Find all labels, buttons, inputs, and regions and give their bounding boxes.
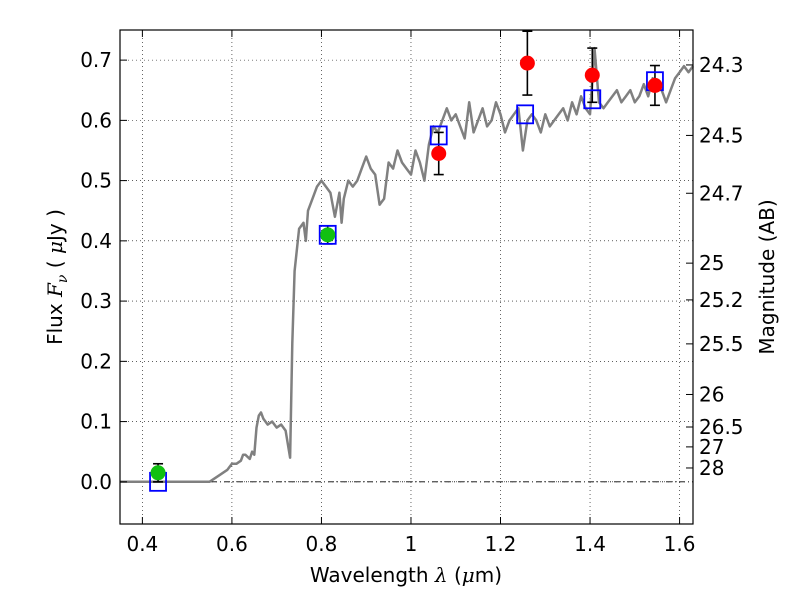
model-band-square xyxy=(429,125,448,146)
y2-tick-label: 25.5 xyxy=(699,332,744,356)
y-axis-label: Flux Fν ( μJy ) xyxy=(43,209,72,345)
x-tick-label: 1 xyxy=(405,532,418,556)
x-tick-label: 0.8 xyxy=(306,532,338,556)
y-tick-label: 0.2 xyxy=(80,349,112,373)
x-tick-label: 1.2 xyxy=(485,532,517,556)
model-band-square xyxy=(516,104,535,125)
y2-tick-label: 24.3 xyxy=(699,53,744,77)
x-tick-label: 0.6 xyxy=(216,532,248,556)
y-tick-label: 0.3 xyxy=(80,289,112,313)
model-sed-layer xyxy=(120,46,695,484)
model-band-square xyxy=(318,224,337,245)
y2-tick-label: 24.7 xyxy=(699,181,744,205)
x-tick-label: 1.6 xyxy=(664,532,696,556)
y-tick-label: 0.5 xyxy=(80,169,112,193)
y-tick-label: 0.6 xyxy=(80,108,112,132)
y2-tick-label: 27 xyxy=(699,435,724,459)
y-tick-label: 0.1 xyxy=(80,410,112,434)
y-tick-label: 0.0 xyxy=(80,470,112,494)
plot-frame xyxy=(119,29,694,525)
y-tick-label: 0.7 xyxy=(80,48,112,72)
plot-border xyxy=(119,29,694,525)
y2-tick-label: 26.5 xyxy=(699,415,744,439)
y2-tick-label: 25.2 xyxy=(699,288,744,312)
x-axis-label: Wavelength λ (μm) xyxy=(310,563,502,587)
model-sed-line xyxy=(120,46,695,484)
photometry-point xyxy=(647,77,663,93)
y2-tick-label: 28 xyxy=(699,456,724,480)
photometry-point xyxy=(431,146,447,161)
x-tick-label: 1.4 xyxy=(574,532,606,556)
photometry-point xyxy=(150,465,166,481)
y-tick-label: 0.4 xyxy=(80,229,112,253)
y2-axis-label: Magnitude (AB) xyxy=(755,199,779,354)
axis-ticks: 0.4 0.6 0.8 1 1.2 1.4 1.6 0.0 0.1 0.2 0.3 0.4 0.5 0.6… xyxy=(80,30,744,556)
y2-tick-label: 25 xyxy=(699,251,724,275)
x-tick-label: 0.4 xyxy=(126,532,158,556)
markers-layer xyxy=(149,55,664,492)
grid xyxy=(120,30,693,524)
photometry-point xyxy=(320,227,336,243)
photometry-point xyxy=(519,55,535,71)
y2-tick-label: 24.5 xyxy=(699,123,744,147)
y2-tick-label: 26 xyxy=(699,382,724,406)
model-band-square xyxy=(583,89,602,110)
photometry-point xyxy=(584,67,600,83)
